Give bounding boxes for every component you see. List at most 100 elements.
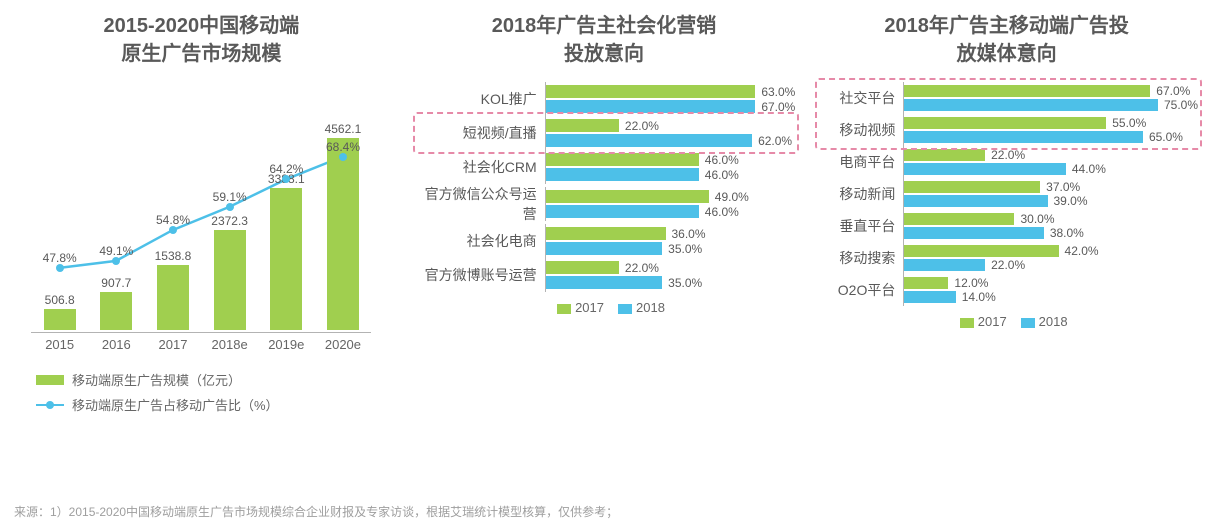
hbar-fill — [546, 85, 756, 98]
hbar-bar: 63.0% — [546, 85, 796, 98]
hbar-value: 65.0% — [1149, 130, 1183, 144]
hbar-fill — [904, 195, 1047, 207]
combo-line-value: 49.1% — [99, 244, 133, 258]
combo-line-value: 64.2% — [269, 163, 303, 177]
hbar-fill — [904, 245, 1058, 257]
hbar-category: 社交平台 — [819, 88, 903, 108]
legend-bar-swatch — [36, 375, 64, 385]
hbar-fill — [904, 117, 1106, 129]
combo-bar-value: 506.8 — [45, 293, 75, 307]
panel3-hbar: 社交平台67.0%75.0%移动视频55.0%65.0%电商平台22.0%44.… — [819, 82, 1198, 306]
legend-line-row: 移动端原生广告占移动广告比（%） — [36, 395, 393, 414]
hbar-bar: 35.0% — [546, 276, 796, 289]
hbar-value: 22.0% — [991, 148, 1025, 162]
footnote: 来源：1）2015-2020中国移动端原生广告市场规模综合企业财报及专家访谈，根… — [14, 503, 618, 520]
hbar-category: 社会化CRM — [417, 157, 545, 177]
hbar-value: 49.0% — [715, 190, 749, 204]
legend-bar-row: 移动端原生广告规模（亿元） — [36, 370, 393, 389]
hbar-row: 社交平台67.0%75.0% — [819, 82, 1198, 114]
hbar-bars: 22.0% 44.0% — [903, 146, 1198, 178]
combo-bar-value: 1538.8 — [155, 249, 192, 263]
panel2-title-l2: 投放意向 — [413, 40, 796, 68]
hbar-bars: 36.0% 35.0% — [545, 224, 796, 258]
hbar-value: 44.0% — [1072, 162, 1106, 176]
hbar-fill — [904, 85, 1150, 97]
hbar-bars: 67.0%75.0% — [903, 82, 1198, 114]
panel2-hbar: KOL推广63.0%67.0%短视频/直播22.0%62.0%社会化CRM46.… — [417, 82, 796, 292]
panel-social-intent: 2018年广告主社会化营销 投放意向 KOL推广63.0%67.0%短视频/直播… — [403, 0, 806, 490]
panel-market-scale: 2015-2020中国移动端 原生广告市场规模 506.8 907.7 1538.8… — [0, 0, 403, 490]
combo-col: 506.8 — [37, 293, 83, 330]
hbar-value: 62.0% — [758, 134, 792, 148]
hbar-bar: 30.0% — [904, 213, 1198, 225]
combo-xlabel: 2015 — [37, 333, 83, 352]
hbar-fill — [904, 213, 1014, 225]
hbar-fill — [904, 277, 948, 289]
combo-col: 907.7 — [93, 276, 139, 330]
hbar-bar: 36.0% — [546, 227, 796, 240]
hbar-row: 移动视频55.0%65.0% — [819, 114, 1198, 146]
hbar-bar: 44.0% — [904, 163, 1198, 175]
hbar-value: 42.0% — [1065, 244, 1099, 258]
combo-bar — [270, 188, 302, 330]
hbar-row: 电商平台22.0%44.0% — [819, 146, 1198, 178]
hbar-category: 官方微信公众号运营 — [417, 184, 545, 224]
hbar-fill — [546, 168, 699, 181]
legend-swatch — [1021, 318, 1035, 328]
combo-xaxis: 2015201620172018e2019e2020e — [31, 332, 371, 352]
hbar-row: O2O平台12.0%14.0% — [819, 274, 1198, 306]
hbar-category: 社会化电商 — [417, 231, 545, 251]
hbar-bar: 65.0% — [904, 131, 1198, 143]
legend-line-label: 移动端原生广告占移动广告比（%） — [72, 395, 279, 414]
hbar-bar: 46.0% — [546, 153, 796, 166]
hbar-category: 短视频/直播 — [417, 123, 545, 143]
hbar-fill — [546, 242, 663, 255]
panel2-legend: 20172018 — [413, 300, 796, 315]
hbar-bar: 37.0% — [904, 181, 1198, 193]
combo-xlabel: 2020e — [320, 333, 366, 352]
hbar-value: 67.0% — [761, 100, 795, 114]
hbar-value: 12.0% — [954, 276, 988, 290]
hbar-category: 移动视频 — [819, 120, 903, 140]
hbar-value: 38.0% — [1050, 226, 1084, 240]
hbar-bar: 62.0% — [546, 134, 796, 147]
hbar-fill — [904, 181, 1040, 193]
panel2-title-l1: 2018年广告主社会化营销 — [413, 12, 796, 40]
combo-line-value: 68.4% — [326, 140, 360, 154]
hbar-row: 社会化CRM46.0%46.0% — [417, 150, 796, 184]
hbar-fill — [546, 134, 752, 147]
hbar-category: 移动搜索 — [819, 248, 903, 268]
hbar-value: 30.0% — [1020, 212, 1054, 226]
combo-xlabel: 2016 — [93, 333, 139, 352]
hbar-value: 46.0% — [705, 205, 739, 219]
hbar-bar: 22.0% — [904, 259, 1198, 271]
hbar-bars: 42.0% 22.0% — [903, 242, 1198, 274]
hbar-bar: 42.0% — [904, 245, 1198, 257]
hbar-fill — [546, 100, 756, 113]
legend-swatch — [960, 318, 974, 328]
panel3-title: 2018年广告主移动端广告投 放媒体意向 — [815, 12, 1198, 68]
hbar-category: 官方微博账号运营 — [417, 265, 545, 285]
hbar-value: 35.0% — [668, 276, 702, 290]
combo-bar-value: 4562.1 — [325, 122, 362, 136]
panel1-title: 2015-2020中国移动端 原生广告市场规模 — [10, 12, 393, 68]
hbar-value: 22.0% — [991, 258, 1025, 272]
hbar-row: 社会化电商36.0% 35.0% — [417, 224, 796, 258]
combo-line-value: 47.8% — [43, 251, 77, 265]
hbar-fill — [904, 131, 1143, 143]
hbar-row: KOL推广63.0%67.0% — [417, 82, 796, 116]
hbar-row: 垂直平台30.0%38.0% — [819, 210, 1198, 242]
hbar-fill — [904, 227, 1043, 239]
hbar-value: 67.0% — [1156, 84, 1190, 98]
hbar-bar: 67.0% — [546, 100, 796, 113]
hbar-bar: 55.0% — [904, 117, 1198, 129]
hbar-value: 35.0% — [668, 242, 702, 256]
legend-swatch — [557, 304, 571, 314]
combo-col: 1538.8 — [150, 249, 196, 330]
hbar-bar: 49.0% — [546, 190, 796, 203]
combo-col: 3388.1 — [263, 172, 309, 330]
legend-label: 2017 — [575, 300, 604, 315]
hbar-bar: 67.0% — [904, 85, 1198, 97]
hbar-bar: 35.0% — [546, 242, 796, 255]
combo-bars: 506.8907.71538.82372.33388.14562.1 — [31, 120, 371, 330]
